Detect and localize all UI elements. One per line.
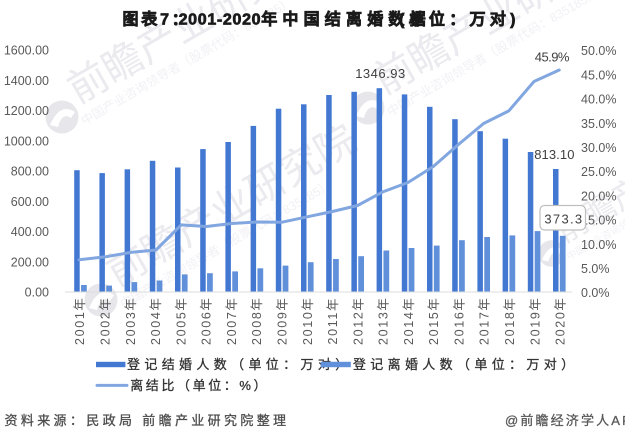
svg-text:2011年: 2011年 — [326, 297, 340, 345]
svg-text:2008年: 2008年 — [250, 296, 264, 345]
svg-text:1346.93: 1346.93 — [355, 66, 406, 81]
svg-text:50.0%: 50.0% — [581, 44, 616, 58]
svg-text:离结比（单位：%）: 离结比（单位：%） — [130, 378, 269, 393]
svg-text:1600.00: 1600.00 — [4, 44, 49, 58]
svg-text:400.00: 400.00 — [11, 225, 49, 239]
svg-text:登记离婚人数（单位：万对）: 登记离婚人数（单位：万对） — [353, 357, 579, 372]
svg-text:30.0%: 30.0% — [581, 141, 616, 155]
svg-text:2020年: 2020年 — [554, 296, 568, 345]
svg-text:15.0%: 15.0% — [581, 214, 616, 228]
svg-text:20.0%: 20.0% — [581, 189, 616, 203]
svg-text:200.00: 200.00 — [11, 255, 49, 269]
svg-text:2017年: 2017年 — [478, 296, 492, 345]
svg-text:0.00: 0.00 — [25, 286, 49, 300]
svg-text:2019年: 2019年 — [528, 296, 542, 345]
svg-text:2016年: 2016年 — [453, 296, 467, 345]
svg-text:2012年: 2012年 — [351, 296, 365, 345]
svg-text:40.0%: 40.0% — [581, 93, 616, 107]
svg-text:2004年: 2004年 — [149, 296, 163, 345]
svg-text:2009年: 2009年 — [276, 296, 290, 345]
svg-text:2003年: 2003年 — [124, 296, 138, 345]
svg-text:45.9%: 45.9% — [535, 50, 570, 65]
svg-text:600.00: 600.00 — [11, 195, 49, 209]
svg-text:813.10: 813.10 — [534, 147, 574, 162]
svg-text:年中国结离婚数据: 年中国结离婚数据 — [261, 9, 431, 28]
svg-text:5.0%: 5.0% — [581, 262, 610, 276]
svg-text:1000.00: 1000.00 — [4, 134, 49, 148]
svg-text:(单位：万对): (单位：万对) — [399, 9, 520, 28]
svg-text:35.0%: 35.0% — [581, 117, 616, 131]
svg-text:登记结婚人数（单位：万对）: 登记结婚人数（单位：万对） — [127, 357, 353, 372]
svg-text:2007年: 2007年 — [225, 296, 239, 345]
svg-text:800.00: 800.00 — [11, 165, 49, 179]
svg-text:图表7：: 图表7： — [123, 9, 191, 28]
svg-text:2013年: 2013年 — [377, 296, 391, 345]
svg-text:2018年: 2018年 — [503, 296, 517, 345]
svg-text:1400.00: 1400.00 — [4, 74, 49, 88]
svg-text:2001年: 2001年 — [73, 296, 87, 345]
svg-text:2002年: 2002年 — [99, 296, 113, 345]
svg-text:2001-2020: 2001-2020 — [179, 11, 262, 28]
svg-text:0.0%: 0.0% — [581, 286, 610, 300]
svg-text:45.0%: 45.0% — [581, 68, 616, 82]
svg-text:10.0%: 10.0% — [581, 238, 616, 252]
svg-text:2014年: 2014年 — [402, 296, 416, 345]
svg-text:1200.00: 1200.00 — [4, 104, 49, 118]
svg-text:25.0%: 25.0% — [581, 165, 616, 179]
svg-text:2005年: 2005年 — [174, 296, 188, 345]
svg-text:2010年: 2010年 — [301, 296, 315, 345]
svg-text:@前瞻经济学人APP: @前瞻经济学人APP — [505, 413, 625, 428]
svg-text:2006年: 2006年 — [200, 296, 214, 345]
svg-text:373.3: 373.3 — [544, 211, 583, 226]
svg-text:资料来源：民政局 前瞻产业研究院整理: 资料来源：民政局 前瞻产业研究院整理 — [5, 413, 290, 428]
svg-text:2015年: 2015年 — [427, 296, 441, 345]
